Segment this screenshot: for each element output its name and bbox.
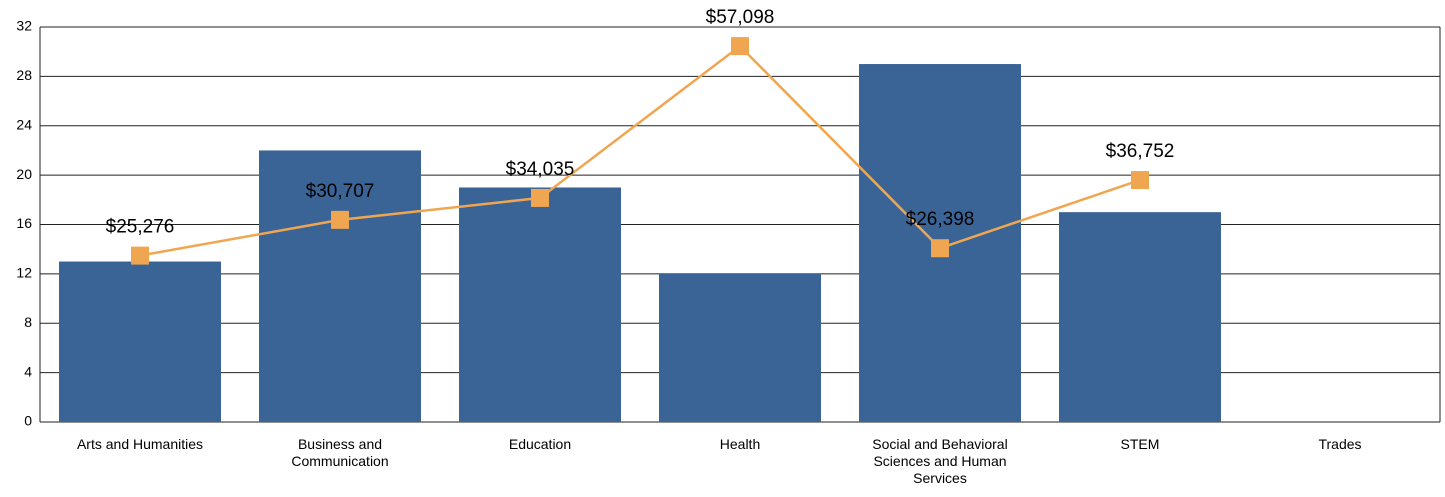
- x-tick-label: Health: [719, 436, 761, 452]
- x-tick-label: Trades: [1318, 436, 1362, 452]
- marker: [331, 210, 349, 229]
- y-tick-label: 28: [16, 67, 32, 83]
- bar: [59, 261, 221, 422]
- data-label: $26,398: [906, 209, 975, 230]
- y-tick-label: 12: [16, 265, 32, 281]
- bar: [659, 273, 821, 422]
- data-label: $57,098: [706, 7, 775, 28]
- data-label: $34,035: [506, 159, 575, 180]
- marker: [1131, 171, 1149, 190]
- marker: [531, 188, 549, 207]
- x-tick-label: Business and Communication: [291, 436, 389, 469]
- marker: [731, 37, 749, 56]
- y-tick-label: 32: [16, 18, 32, 34]
- bar: [459, 187, 621, 422]
- y-tick-label: 4: [24, 363, 32, 379]
- y-tick-label: 0: [24, 413, 32, 429]
- bar: [1059, 212, 1221, 422]
- x-tick-label: Education: [508, 436, 572, 452]
- marker: [931, 239, 949, 258]
- x-tick-label: Social and Behavioral Sciences and Human…: [872, 436, 1008, 486]
- data-label: $30,707: [306, 181, 375, 202]
- y-tick-label: 20: [16, 166, 32, 182]
- y-tick-label: 24: [16, 116, 32, 132]
- x-tick-label: Arts and Humanities: [76, 436, 204, 452]
- data-label: $36,752: [1106, 141, 1175, 162]
- y-tick-label: 16: [16, 215, 32, 231]
- y-tick-label: 8: [24, 314, 32, 330]
- line: [139, 44, 1141, 257]
- data-label: $25,276: [106, 217, 175, 238]
- x-tick-label: STEM: [1120, 436, 1160, 452]
- bar: [259, 150, 421, 422]
- marker: [131, 246, 149, 265]
